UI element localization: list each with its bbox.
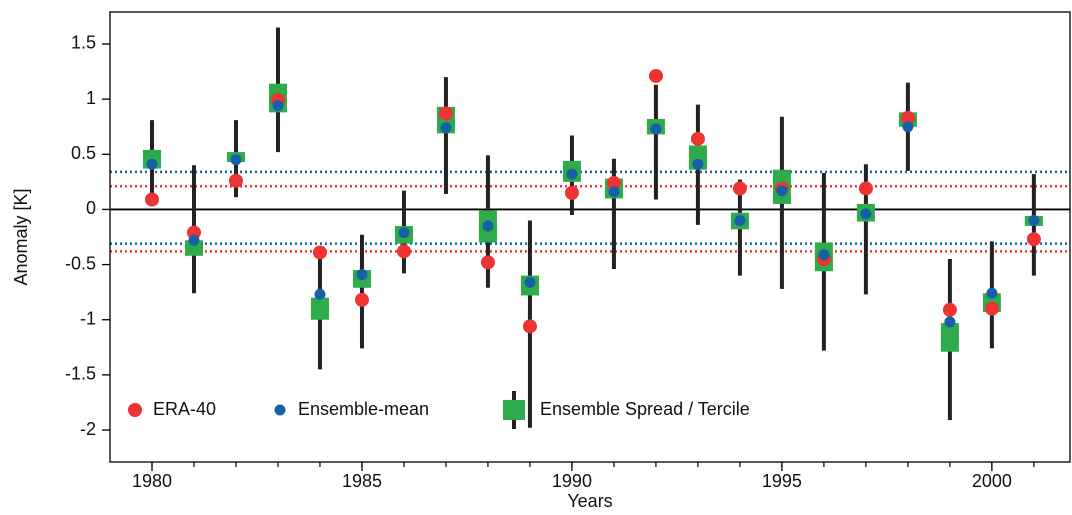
legend-label: ERA-40 (153, 399, 216, 419)
legend-marker (128, 403, 142, 417)
era-point (606, 175, 621, 190)
mean-point (902, 121, 914, 133)
mean-point (692, 158, 704, 170)
plot-frame (109, 11, 1071, 463)
y-tick-label: 0 (86, 198, 96, 218)
era-point (228, 173, 243, 188)
y-tick-label: -1.5 (65, 364, 96, 384)
y-axis-label: Anomaly [K] (11, 188, 31, 285)
y-tick-label: -1 (80, 308, 96, 328)
mean-point (608, 186, 620, 198)
tercile-box (310, 297, 329, 320)
legend-label: Ensemble Spread / Tercile (540, 399, 750, 419)
tercile-box (184, 240, 203, 256)
mean-point (986, 287, 998, 299)
era-point (522, 319, 537, 334)
x-tick-label: 1995 (762, 471, 802, 491)
mean-point (482, 220, 494, 232)
legend-label: Ensemble-mean (298, 399, 429, 419)
mean-point (1028, 214, 1040, 226)
x-axis-label: Years (567, 491, 612, 511)
legend-marker (274, 404, 286, 416)
x-tick-label: 1990 (552, 471, 592, 491)
era-point (1026, 232, 1041, 247)
y-tick-label: 0.5 (71, 143, 96, 163)
mean-point (650, 123, 662, 135)
mean-point (734, 214, 746, 226)
era-point (690, 131, 705, 146)
y-tick-label: 1 (86, 88, 96, 108)
era-point (438, 106, 453, 121)
mean-point (944, 316, 956, 328)
mean-point (398, 227, 410, 239)
era-point (900, 110, 915, 125)
mean-point (146, 158, 158, 170)
x-tick-label: 1985 (342, 471, 382, 491)
y-tick-label: -0.5 (65, 253, 96, 273)
y-tick-label: -2 (80, 419, 96, 439)
x-tick-label: 2000 (972, 471, 1012, 491)
mean-point (860, 208, 872, 220)
mean-point (272, 100, 284, 112)
era-point (732, 181, 747, 196)
era-point (312, 245, 327, 260)
x-tick-label: 1980 (132, 471, 172, 491)
legend-marker (503, 400, 525, 420)
era-point (984, 301, 999, 316)
era-point (858, 181, 873, 196)
mean-point (356, 269, 368, 280)
mean-point (188, 234, 200, 246)
mean-point (818, 249, 830, 261)
mean-point (776, 185, 788, 197)
era-point (354, 292, 369, 307)
era-point (144, 192, 159, 207)
mean-point (524, 276, 536, 288)
era-point (648, 68, 663, 83)
era-point (942, 302, 957, 317)
era-point (396, 244, 411, 259)
era-point (480, 255, 495, 270)
tercile-box (940, 323, 959, 352)
y-tick-label: 1.5 (71, 33, 96, 53)
era-point (564, 185, 579, 200)
mean-point (314, 288, 326, 300)
mean-point (440, 122, 452, 134)
mean-point (566, 168, 578, 180)
mean-point (230, 154, 242, 166)
